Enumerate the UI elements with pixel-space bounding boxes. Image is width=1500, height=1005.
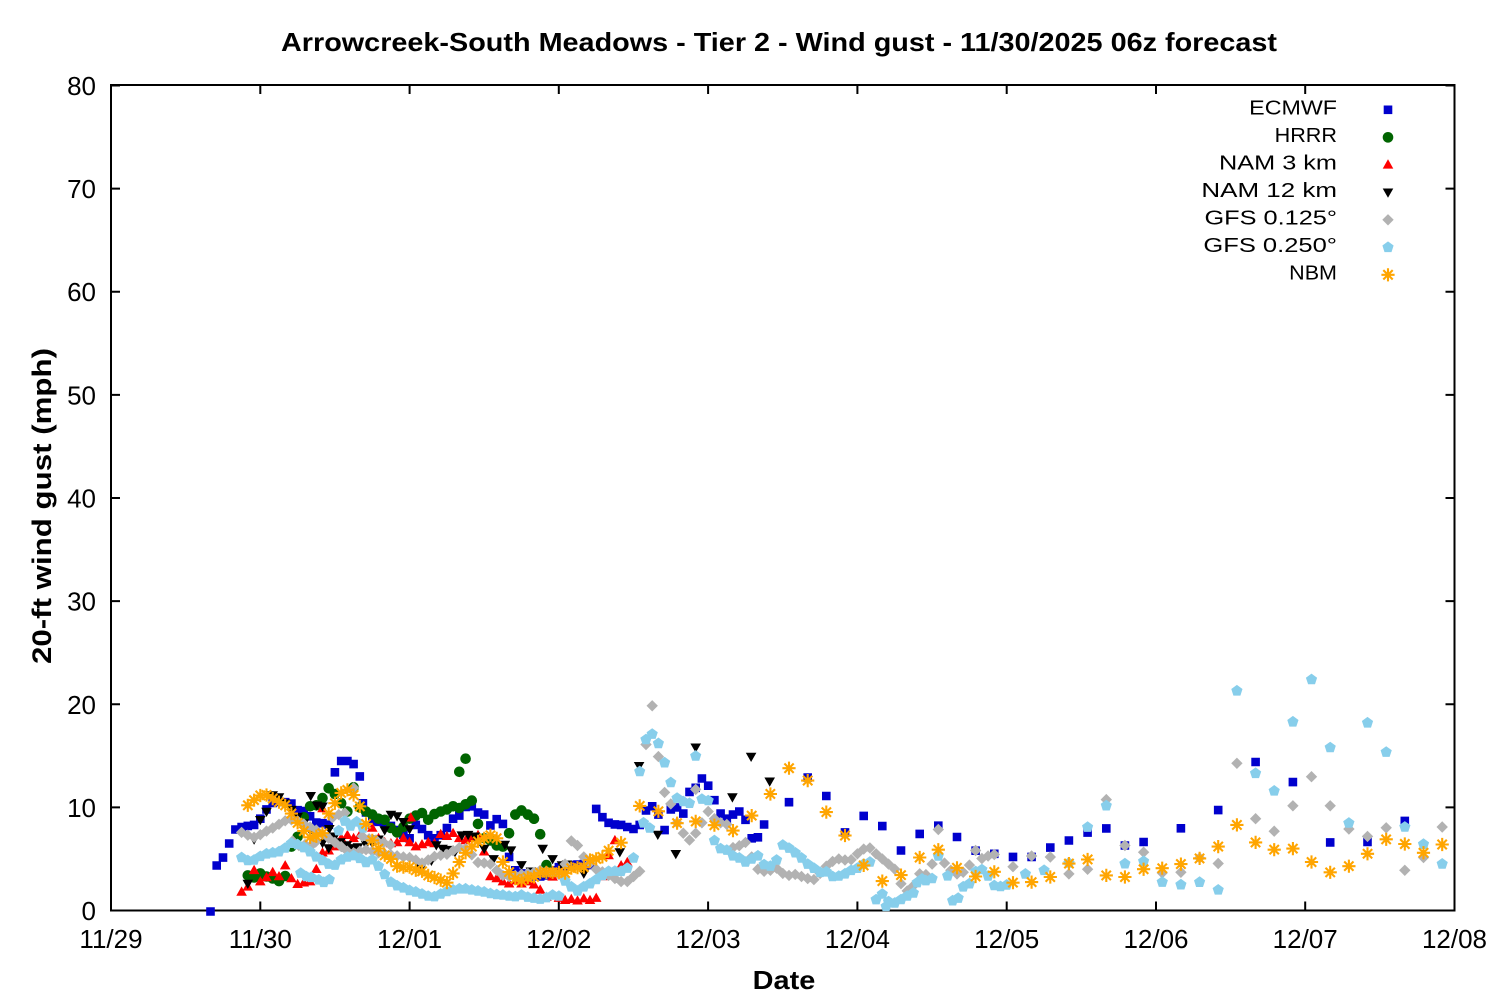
svg-text:30: 30	[67, 587, 96, 617]
svg-text:GFS 0.125°: GFS 0.125°	[1205, 207, 1338, 229]
svg-text:12/08: 12/08	[1422, 924, 1487, 954]
svg-text:20: 20	[67, 690, 96, 720]
svg-text:NAM 12 km: NAM 12 km	[1201, 180, 1337, 202]
svg-text:12/06: 12/06	[1123, 924, 1188, 954]
svg-text:70: 70	[67, 174, 96, 204]
svg-text:40: 40	[67, 484, 96, 514]
svg-text:60: 60	[67, 277, 96, 307]
svg-text:10: 10	[67, 793, 96, 823]
svg-text:20-ft wind gust (mph): 20-ft wind gust (mph)	[27, 348, 57, 664]
svg-text:12/03: 12/03	[676, 924, 741, 954]
svg-text:50: 50	[67, 380, 96, 410]
svg-text:12/01: 12/01	[377, 924, 442, 954]
svg-text:Date: Date	[753, 965, 816, 995]
svg-text:NBM: NBM	[1289, 262, 1337, 284]
svg-text:GFS 0.250°: GFS 0.250°	[1203, 235, 1337, 257]
svg-text:11/29: 11/29	[79, 924, 142, 954]
svg-text:12/04: 12/04	[825, 924, 890, 954]
svg-text:11/30: 11/30	[229, 924, 292, 954]
svg-text:0: 0	[82, 896, 96, 926]
svg-text:NAM 3 km: NAM 3 km	[1219, 152, 1337, 174]
svg-text:80: 80	[67, 71, 96, 101]
svg-text:HRRR: HRRR	[1275, 125, 1337, 147]
svg-text:12/02: 12/02	[526, 924, 591, 954]
svg-text:ECMWF: ECMWF	[1249, 97, 1337, 119]
svg-text:Arrowcreek-South Meadows - Tie: Arrowcreek-South Meadows - Tier 2 - Wind…	[281, 27, 1277, 57]
svg-text:12/05: 12/05	[974, 924, 1039, 954]
svg-text:12/07: 12/07	[1273, 924, 1338, 954]
